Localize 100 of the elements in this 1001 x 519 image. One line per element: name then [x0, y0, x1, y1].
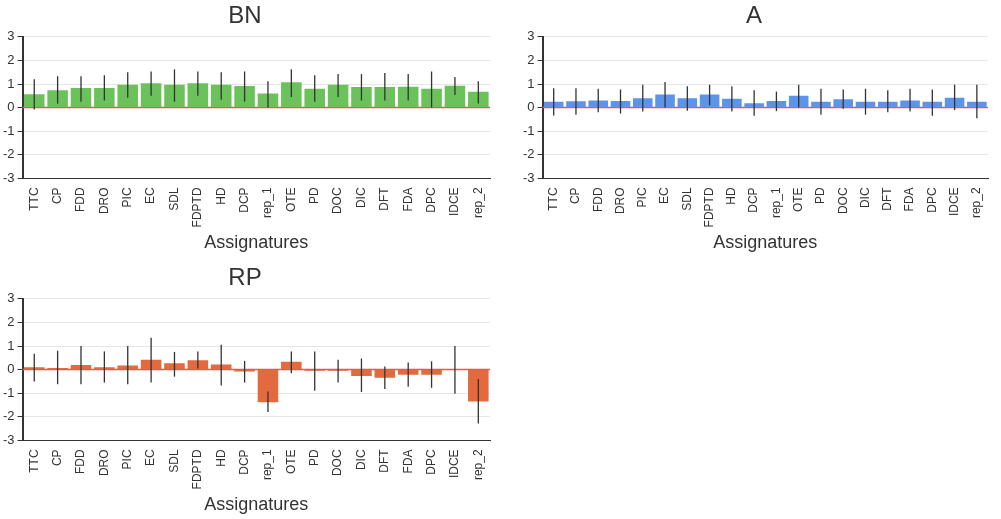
x-tick-label: SDL	[166, 449, 181, 473]
y-tick-label: -3	[523, 169, 535, 185]
bar	[610, 100, 631, 108]
x-tick-label: DRO	[96, 187, 111, 215]
bar	[257, 370, 279, 403]
x-tick-label: rep_1	[260, 449, 275, 481]
x-tick-label: EC	[143, 187, 158, 205]
x-axis-title: Assignatures	[204, 494, 309, 515]
bar	[281, 82, 302, 108]
bar	[281, 361, 302, 370]
x-tick-label: IDCE	[946, 187, 961, 217]
x-tick-label: FDD	[73, 449, 88, 475]
x-tick-label: FDD	[73, 187, 88, 213]
x-tick-label: FDA	[400, 449, 415, 474]
x-tick-label: HD	[213, 449, 228, 467]
x-tick-label: rep_2	[470, 449, 485, 481]
y-tick-label: 1	[7, 337, 15, 353]
x-tick-label: PIC	[635, 187, 650, 208]
bar	[766, 100, 787, 108]
bar	[117, 84, 139, 108]
x-tick-label: PD	[813, 187, 828, 205]
x-tick-label: FDD	[590, 187, 605, 213]
bar	[677, 98, 698, 108]
x-tick-label: DFT	[377, 448, 392, 473]
chart-title: RP	[228, 263, 262, 291]
bar	[444, 85, 466, 108]
y-tick-label: -2	[3, 146, 15, 162]
x-tick-label: DCP	[236, 449, 251, 475]
chart-title: A	[745, 1, 763, 29]
x-tick-label: DFT	[880, 186, 895, 211]
y-tick-label: 2	[527, 51, 535, 67]
y-tick-label: 3	[7, 28, 15, 44]
y-tick-label: 0	[527, 99, 535, 115]
x-tick-label: EC	[657, 187, 672, 205]
bar	[304, 88, 325, 108]
y-tick-label: 3	[7, 290, 15, 306]
x-axis-title: Assignatures	[204, 232, 309, 253]
y-tick-label: -2	[3, 408, 15, 424]
x-tick-label: rep_1	[260, 187, 275, 219]
x-tick-label: rep_2	[969, 187, 984, 219]
bar	[468, 370, 489, 402]
y-tick-label: -3	[3, 169, 15, 185]
x-tick-label: HD	[724, 187, 739, 205]
x-tick-label: DIC	[353, 449, 368, 471]
bar	[877, 101, 898, 108]
y-tick-label: 1	[527, 75, 535, 91]
x-tick-label: IDCE	[447, 187, 462, 217]
x-tick-label: DPC	[423, 187, 438, 213]
bar	[187, 360, 209, 370]
y-tick-label: -1	[3, 384, 15, 400]
x-tick-label: OTE	[283, 187, 298, 213]
bar	[257, 93, 279, 108]
bar	[351, 87, 372, 108]
x-tick-label: DCP	[746, 187, 761, 213]
x-tick-label: DRO	[96, 449, 111, 477]
x-tick-label: OTE	[283, 449, 298, 475]
y-tick-label: -1	[523, 122, 535, 138]
y-tick-label: -2	[523, 146, 535, 162]
x-tick-label: DIC	[353, 187, 368, 209]
bar	[327, 84, 349, 108]
x-tick-label: rep_1	[768, 187, 783, 219]
x-tick-label: DIC	[857, 187, 872, 209]
bar	[351, 370, 372, 376]
bar	[187, 83, 209, 108]
x-tick-label: DOC	[835, 187, 850, 215]
bar	[164, 84, 185, 108]
x-tick-label: DPC	[924, 187, 939, 213]
bar	[210, 364, 232, 370]
x-tick-label: DCP	[236, 187, 251, 213]
x-tick-label: DOC	[330, 187, 345, 215]
x-tick-label: CP	[568, 187, 583, 205]
bar	[210, 84, 232, 108]
x-tick-label: DPC	[423, 449, 438, 475]
bar	[421, 370, 442, 375]
bar	[234, 85, 255, 108]
bar	[397, 86, 419, 108]
bar	[140, 83, 162, 108]
x-tick-label: DOC	[330, 449, 345, 477]
y-tick-label: 3	[527, 28, 535, 44]
x-tick-label: IDCE	[447, 449, 462, 479]
bar	[397, 370, 419, 375]
x-tick-label: TTC	[26, 449, 41, 473]
x-tick-label: DFT	[377, 186, 392, 211]
y-tick-label: -1	[3, 122, 15, 138]
x-tick-label: PIC	[120, 449, 135, 470]
x-tick-label: FDA	[400, 187, 415, 212]
y-tick-label: 2	[7, 51, 15, 67]
y-tick-label: 0	[7, 99, 15, 115]
x-tick-label: SDL	[166, 187, 181, 211]
chart-title: BN	[228, 1, 262, 29]
bar	[468, 91, 489, 108]
x-tick-label: SDL	[679, 187, 694, 211]
x-tick-label: FDPTD	[701, 187, 716, 228]
x-tick-label: EC	[143, 449, 158, 467]
x-tick-label: rep_2	[470, 187, 485, 219]
y-tick-label: -3	[3, 431, 15, 447]
bar	[421, 88, 442, 108]
x-tick-label: DRO	[612, 187, 627, 215]
x-tick-label: HD	[213, 187, 228, 205]
bar	[47, 90, 68, 108]
